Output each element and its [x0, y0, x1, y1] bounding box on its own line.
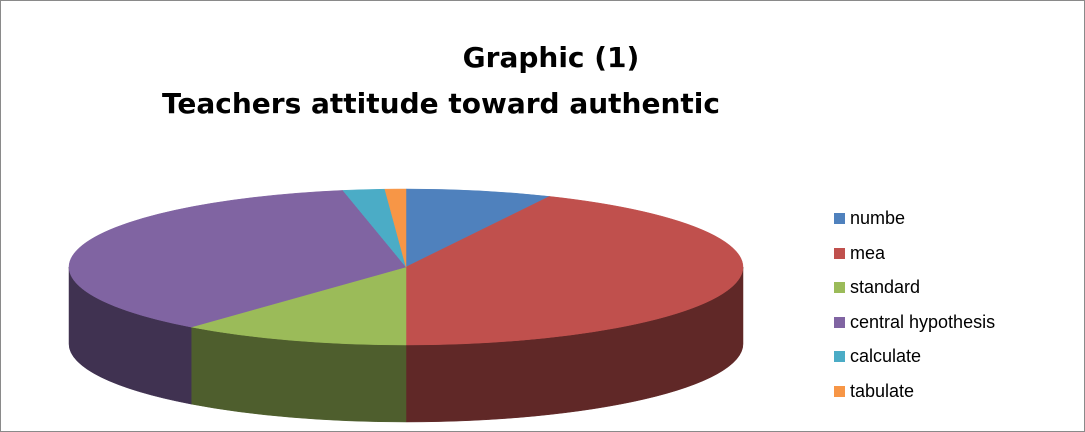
chart-title: Graphic (1)	[462, 41, 640, 74]
legend-item-calculate: calculate	[834, 339, 995, 374]
legend-label-standard: standard	[850, 277, 921, 297]
pie-slice-standard	[191, 266, 407, 346]
legend-label-central-hypothesis: central hypothesis	[850, 311, 996, 332]
pie-sides	[68, 266, 744, 423]
chart-subtitle: Teachers attitude toward authentic	[161, 87, 720, 120]
legend-swatch-standard	[834, 282, 845, 293]
legend-item-standard: standard	[834, 270, 995, 305]
legend-swatch-mea	[834, 247, 845, 259]
legend-swatch-numbe	[834, 213, 845, 224]
legend-label-mea: mea	[850, 242, 886, 263]
pie-top	[68, 188, 744, 346]
legend-swatch-tabulate	[834, 385, 845, 397]
pie-slice-tabulate	[384, 188, 407, 268]
legend-item-mea: mea	[834, 236, 995, 271]
legend-item-numbe: numbe	[834, 201, 995, 236]
pie-slice-central-hypothesis	[68, 190, 407, 328]
legend-item-central-hypothesis: central hypothesis	[834, 305, 995, 340]
legend-item-tabulate: tabulate	[834, 374, 995, 409]
pie-slice-numbe	[405, 188, 551, 268]
legend-label-calculate: calculate	[850, 346, 922, 366]
legend-swatch-calculate	[834, 351, 845, 362]
legend-swatch-central-hypothesis	[834, 316, 845, 328]
legend-label-tabulate: tabulate	[850, 380, 915, 401]
pie-slice-mea	[405, 196, 744, 346]
legend-label-numbe: numbe	[850, 208, 906, 228]
legend: numbe mea standard central hypothesis calcul…	[834, 201, 995, 408]
